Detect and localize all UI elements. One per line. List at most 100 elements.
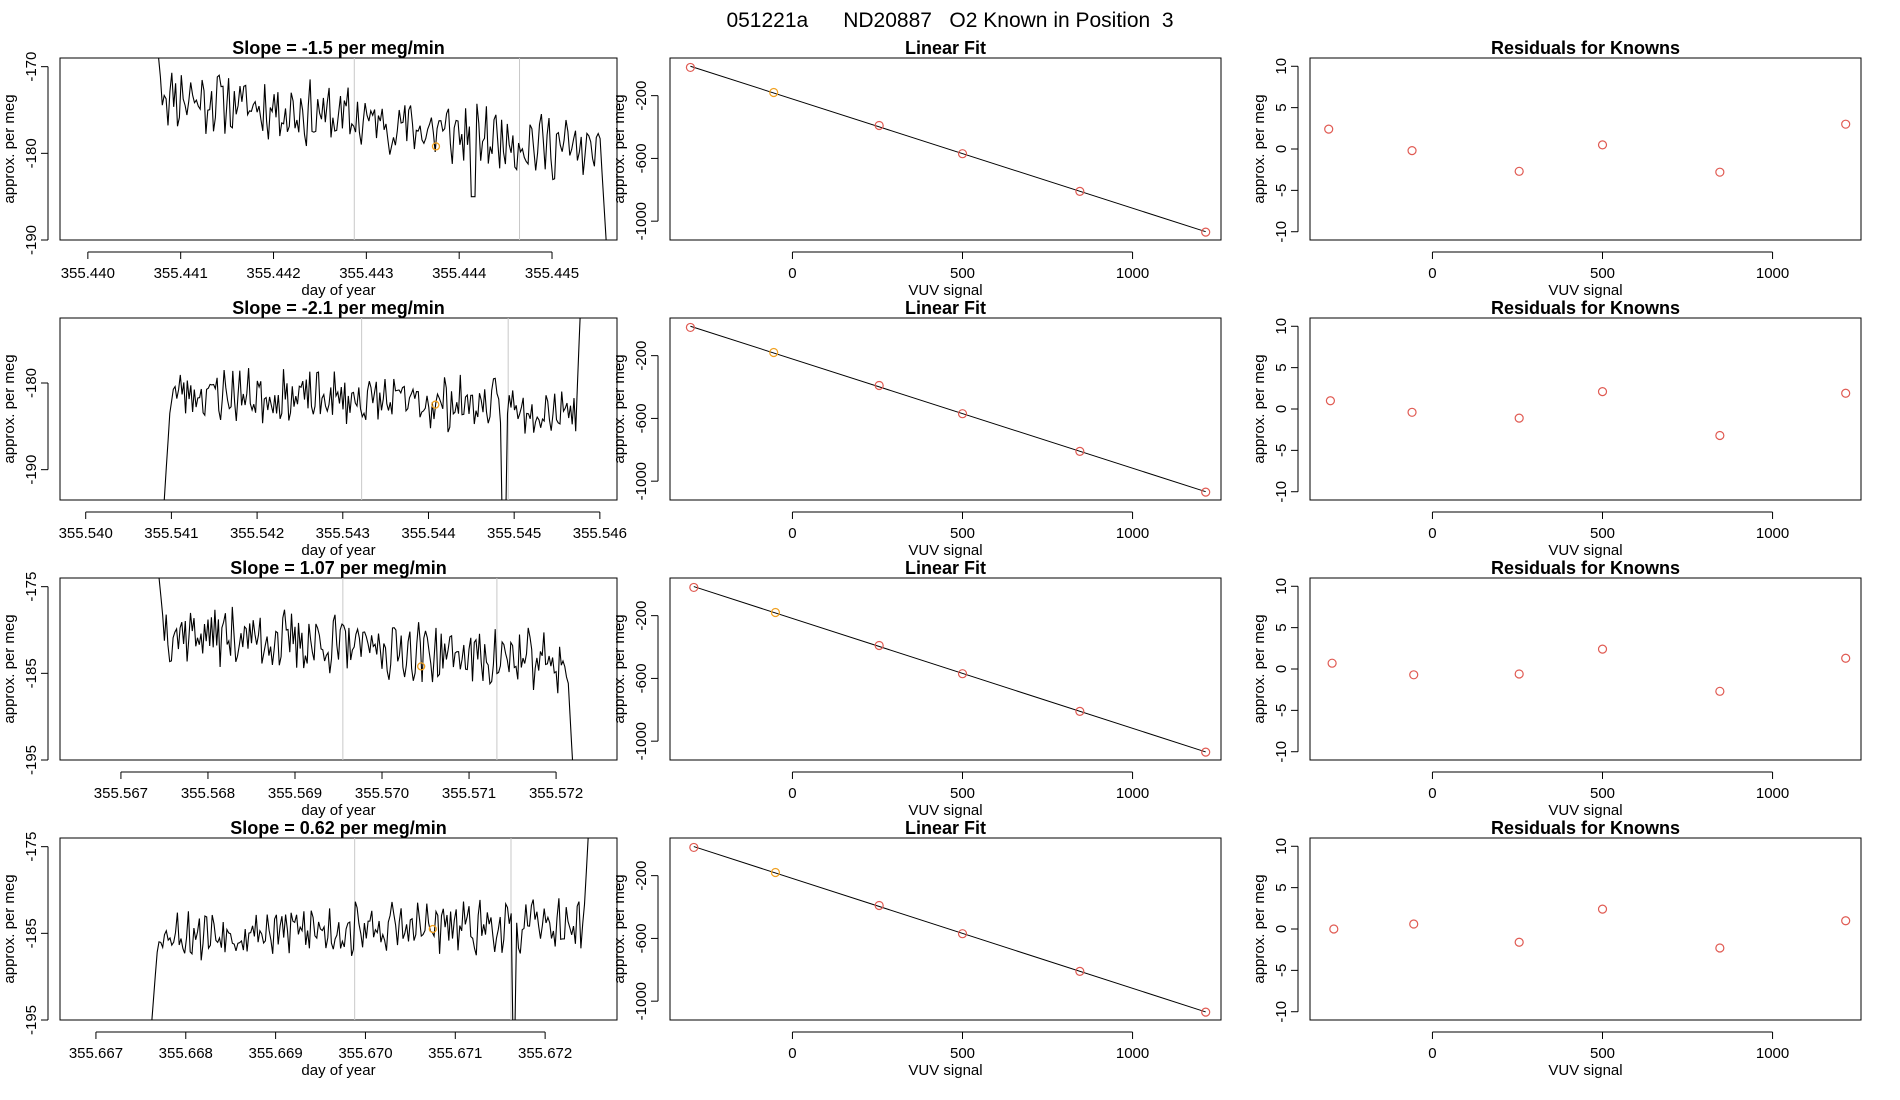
fit-point bbox=[957, 669, 968, 679]
x-tick-label: 1000 bbox=[1756, 785, 1789, 802]
x-tick-label: 1000 bbox=[1116, 525, 1149, 542]
y-axis-label: approx. per meg bbox=[611, 874, 628, 983]
panel-title: Slope = -1.5 per meg/min bbox=[232, 38, 445, 58]
x-tick-label: 0 bbox=[788, 785, 796, 802]
plot-frame bbox=[1309, 837, 1862, 1021]
fit-line bbox=[693, 586, 1206, 753]
highlight-point bbox=[431, 400, 440, 409]
fit-line bbox=[690, 65, 1206, 233]
y-tick-label: -185 bbox=[23, 658, 40, 688]
x-tick-label: 0 bbox=[1428, 525, 1436, 542]
x-axis: 0 500 1000 bbox=[788, 511, 1149, 542]
x-tick-label: 355.668 bbox=[159, 1045, 213, 1062]
y-tick-label: -600 bbox=[633, 663, 650, 693]
y-axis: -195 -185 -175 bbox=[23, 832, 49, 1035]
x-tick-label: 355.671 bbox=[428, 1045, 482, 1062]
y-tick-label: -200 bbox=[633, 601, 650, 631]
fit-point bbox=[1075, 446, 1085, 456]
y-tick-label: -1000 bbox=[633, 202, 650, 240]
y-tick-label: 10 bbox=[1273, 578, 1290, 595]
x-tick-label: 355.546 bbox=[573, 525, 627, 542]
x-axis-label: VUV signal bbox=[1548, 802, 1622, 819]
highlight-point bbox=[417, 662, 426, 671]
y-tick-label: -1000 bbox=[633, 982, 650, 1020]
plot-frame bbox=[1309, 57, 1862, 241]
y-tick-label: -5 bbox=[1273, 444, 1290, 457]
y-tick-label: 10 bbox=[1273, 318, 1290, 335]
residuals-panel: Residuals for Knowns 0 500 1000 VUV signal -1… bbox=[1251, 38, 1862, 299]
x-axis: 0 500 1000 bbox=[788, 1031, 1149, 1062]
y-tick-label: 5 bbox=[1273, 363, 1290, 371]
panel-title: Linear Fit bbox=[905, 298, 986, 318]
resid-point bbox=[1715, 167, 1725, 177]
resid-point bbox=[1715, 943, 1725, 953]
x-axis-label: day of year bbox=[301, 542, 375, 559]
trace-line bbox=[158, 58, 607, 240]
trace-area bbox=[163, 318, 581, 500]
x-axis-label: VUV signal bbox=[908, 802, 982, 819]
y-axis-label: approx. per meg bbox=[1251, 354, 1268, 463]
panel-title: Residuals for Knowns bbox=[1491, 818, 1680, 838]
x-axis-label: VUV signal bbox=[908, 542, 982, 559]
linear-fit-panel: Linear Fit 0 500 1000 VUV signal -1000 -600 -20… bbox=[611, 298, 1222, 559]
x-axis-label: VUV signal bbox=[1548, 282, 1622, 299]
x-tick-label: 355.667 bbox=[69, 1045, 123, 1062]
panel-title: Linear Fit bbox=[905, 38, 986, 58]
y-tick-label: -190 bbox=[23, 455, 40, 485]
plot-frame bbox=[59, 577, 618, 761]
fit-point bbox=[1201, 1007, 1211, 1017]
x-tick-label: 355.543 bbox=[316, 525, 370, 542]
x-tick-label: 355.569 bbox=[268, 785, 322, 802]
y-tick-label: 5 bbox=[1273, 883, 1290, 891]
x-tick-label: 0 bbox=[788, 265, 796, 282]
x-axis-label: day of year bbox=[301, 1062, 375, 1079]
fit-point bbox=[1201, 227, 1211, 237]
y-tick-label: -190 bbox=[23, 225, 40, 255]
y-axis-label: approx. per meg bbox=[1, 614, 18, 723]
resid-point bbox=[1597, 387, 1608, 397]
resid-point bbox=[1514, 669, 1524, 679]
y-tick-label: -10 bbox=[1273, 481, 1290, 503]
fit-line bbox=[690, 325, 1206, 493]
x-tick-label: 0 bbox=[1428, 785, 1436, 802]
y-tick-label: -600 bbox=[633, 403, 650, 433]
plot-frame bbox=[1309, 577, 1862, 761]
resid-point bbox=[1841, 653, 1851, 663]
x-tick-label: 1000 bbox=[1116, 265, 1149, 282]
x-axis-label: VUV signal bbox=[1548, 542, 1622, 559]
x-tick-label: 355.544 bbox=[401, 525, 455, 542]
residuals-panel: Residuals for Knowns 0 500 1000 VUV signal -1… bbox=[1251, 298, 1862, 559]
y-axis: -1000 -600 -200 bbox=[633, 81, 659, 240]
x-tick-label: 355.444 bbox=[432, 265, 486, 282]
y-tick-label: -175 bbox=[23, 832, 40, 862]
y-tick-label: -600 bbox=[633, 923, 650, 953]
x-tick-label: 355.670 bbox=[338, 1045, 392, 1062]
y-tick-label: -180 bbox=[23, 138, 40, 168]
x-tick-label: 1000 bbox=[1116, 785, 1149, 802]
plot-frame bbox=[1309, 317, 1862, 501]
fit-point bbox=[957, 929, 968, 939]
x-tick-label: 0 bbox=[1428, 265, 1436, 282]
y-axis-label: approx. per meg bbox=[1, 354, 18, 463]
trace-line bbox=[163, 318, 581, 500]
plot-frame bbox=[669, 57, 1222, 241]
y-tick-label: 0 bbox=[1273, 405, 1290, 413]
y-tick-label: 0 bbox=[1273, 665, 1290, 673]
y-axis: -1000 -600 -200 bbox=[633, 861, 659, 1020]
resid-point bbox=[1325, 396, 1336, 406]
x-tick-label: 355.571 bbox=[442, 785, 496, 802]
y-axis-label: approx. per meg bbox=[1, 874, 18, 983]
y-tick-label: 5 bbox=[1273, 103, 1290, 111]
fit-point bbox=[769, 87, 779, 98]
x-axis: 0 500 1000 bbox=[1428, 251, 1789, 282]
y-axis-label: approx. per meg bbox=[611, 354, 628, 463]
linear-fit-panel: Linear Fit 0 500 1000 VUV signal -1000 -600 -20… bbox=[611, 558, 1222, 819]
resid-point bbox=[1514, 937, 1524, 947]
highlight-point bbox=[428, 924, 437, 934]
plot-frame bbox=[59, 57, 618, 241]
fit-point bbox=[1075, 966, 1085, 976]
